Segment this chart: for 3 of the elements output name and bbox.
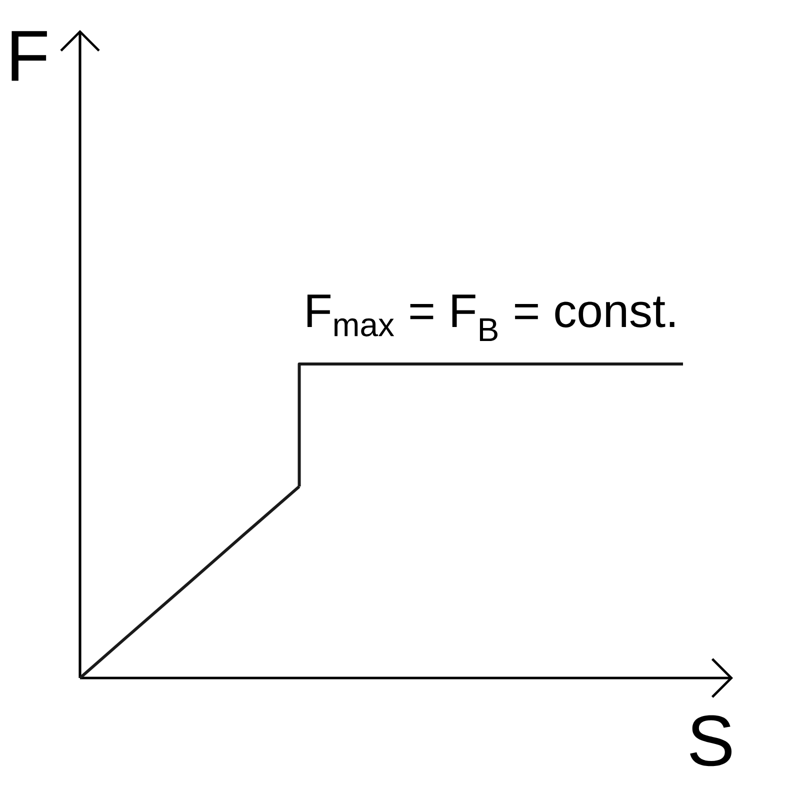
y-axis-title: F — [12, 31, 47, 81]
annotation: F$_{max}$ = F$_{B}$ = const. — [307, 294, 674, 342]
x-axis-title: S — [690, 715, 732, 766]
